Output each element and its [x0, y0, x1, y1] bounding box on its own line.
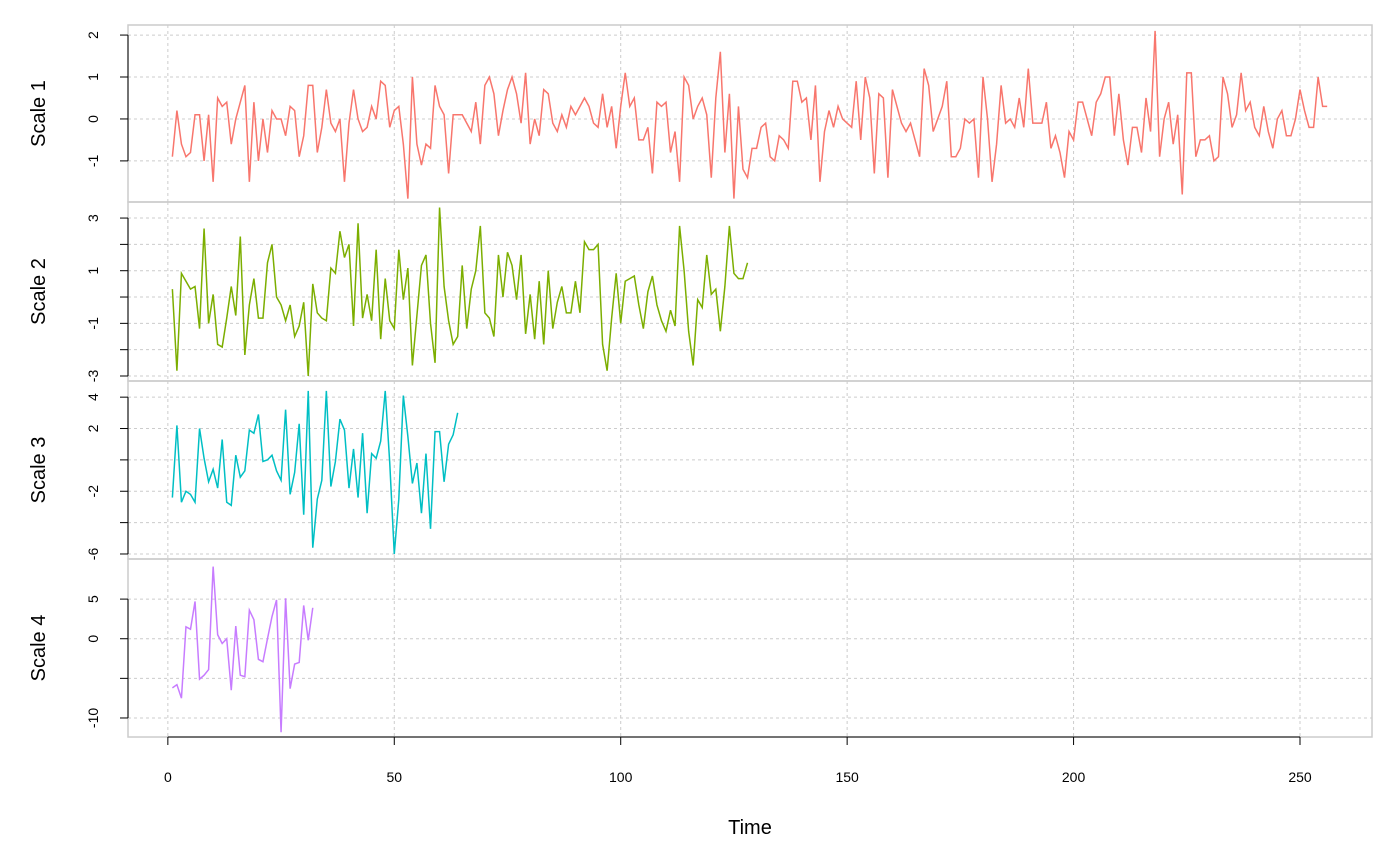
- y-tick-label: -6: [85, 548, 101, 561]
- data-line: [171, 390, 459, 555]
- y-axis-label: Scale 1: [28, 80, 50, 147]
- y-tick-label: -2: [85, 485, 101, 498]
- y-tick-label: 5: [85, 595, 101, 603]
- y-tick-label: -1: [85, 317, 101, 330]
- x-axis-label: Time: [728, 817, 772, 839]
- y-tick-label: -3: [85, 370, 101, 383]
- y-tick-label: 3: [85, 214, 101, 222]
- x-tick-label: 100: [609, 769, 633, 785]
- y-tick-label: -10: [85, 708, 101, 728]
- x-tick-label: 150: [835, 769, 859, 785]
- data-line: [171, 566, 314, 733]
- y-tick-label: 1: [85, 73, 101, 81]
- x-tick-label: 0: [164, 769, 172, 785]
- y-tick-label: 0: [85, 115, 101, 123]
- panel-box: [127, 558, 1373, 738]
- x-tick-label: 250: [1288, 769, 1312, 785]
- y-tick-label: 1: [85, 267, 101, 275]
- y-tick-label: 2: [85, 31, 101, 39]
- y-tick-label: 0: [85, 635, 101, 643]
- data-line: [171, 207, 749, 377]
- y-tick-label: 4: [85, 393, 101, 401]
- y-tick-label: -1: [85, 154, 101, 167]
- x-tick-label: 50: [386, 769, 402, 785]
- y-axis-label: Scale 3: [28, 437, 50, 504]
- x-tick-label: 200: [1062, 769, 1086, 785]
- y-axis-label: Scale 4: [28, 615, 50, 682]
- data-line: [171, 30, 1328, 199]
- y-tick-label: 2: [85, 424, 101, 432]
- y-axis-label: Scale 2: [28, 258, 50, 325]
